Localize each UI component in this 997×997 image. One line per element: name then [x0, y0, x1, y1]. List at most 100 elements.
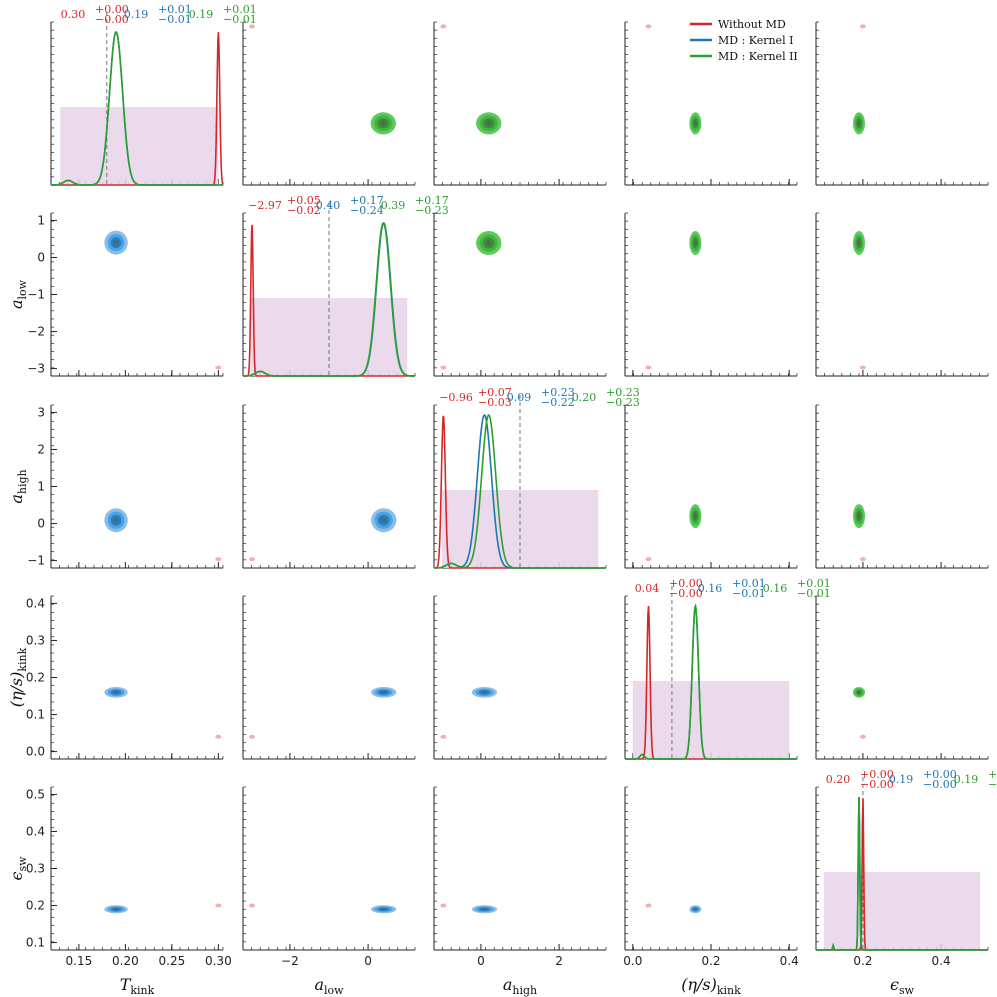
panel-eta_s_kink-a_high — [433, 595, 607, 760]
x-axis-label-a_high: ahigh — [503, 975, 537, 997]
prior-band — [823, 872, 981, 950]
contour-without-md — [248, 557, 255, 562]
legend-entry: Without MD — [718, 18, 786, 31]
contour-without-md — [440, 903, 447, 908]
panel-T_kink-T_kink: 0.30 +0.00−0.000.19 +0.01−0.010.19 +0.01−0.… — [50, 3, 257, 186]
panel-a_low-a_high — [433, 212, 607, 377]
contour-without-md — [645, 557, 652, 562]
y-tick-label: 1 — [37, 480, 45, 494]
diag-stat-1: 0.19 — [889, 773, 914, 786]
diag-stat-sub: −0.01 — [732, 587, 766, 600]
panel-T_kink-eps_sw — [815, 21, 989, 186]
contour-level-3 — [693, 513, 697, 520]
diag-stat-1: 0.09 — [507, 391, 532, 404]
contour-without-md — [645, 903, 652, 908]
contour-level-3 — [380, 908, 387, 911]
diag-stat-sup: +0.23 — [541, 386, 575, 399]
x-tick-label: 0.25 — [159, 954, 186, 968]
x-tick-label: 0.2 — [701, 954, 720, 968]
posterior-1d-mdkernelii — [50, 31, 223, 186]
contour-level-3 — [113, 908, 120, 911]
contour-level-3 — [857, 690, 861, 694]
legend: Without MD MD : Kernel I MD : Kernel II — [690, 18, 798, 63]
y-tick-label: 0.1 — [26, 708, 45, 722]
diag-stat-2: 0.19 — [954, 773, 979, 786]
contour-level-3 — [113, 517, 120, 524]
prior-band — [632, 681, 790, 759]
diag-stat-2: 0.19 — [189, 8, 214, 21]
y-tick-label: 0.2 — [26, 671, 45, 685]
panel-a_low-T_kink: 1 0 −1 −2 −3 — [27, 212, 224, 377]
diag-stat-sup: +0.01 — [158, 3, 192, 16]
contour-without-md — [859, 557, 866, 562]
contour-level-3 — [485, 240, 492, 247]
legend-entry: MD : Kernel II — [718, 50, 798, 63]
panel-eps_sw-eps_sw: 0.20.40.20+0.00−0.000.19+0.00−0.000.19+0… — [815, 768, 997, 968]
diag-stat-sup: +0.01 — [732, 577, 766, 590]
panel-eps_sw-T_kink: 0.15 0.20 0.25 0.30 0.5 0.4 0.3 0.2 0.1 — [26, 786, 232, 968]
diag-stat-sub: −0.23 — [606, 396, 640, 409]
diag-stat-sup: +0.01 — [797, 577, 831, 590]
diag-stat-0: −0.96 — [439, 391, 473, 404]
contour-level-3 — [857, 120, 861, 127]
x-axis-label-sub: kink — [717, 984, 741, 997]
y-tick-label: 0 — [37, 250, 45, 264]
diag-stat-sub: −0.01 — [158, 13, 192, 26]
x-tick-label: 0.4 — [780, 954, 799, 968]
y-tick-label: 0.1 — [26, 936, 45, 950]
diag-stat-sup: +0.00 — [95, 3, 129, 16]
diag-stat-1: 0.19 — [124, 8, 149, 21]
x-tick-label: 0 — [477, 954, 485, 968]
legend-entry: MD : Kernel I — [718, 34, 793, 47]
contour-level-3 — [693, 120, 697, 127]
panel-a_high-T_kink: 3 2 1 0 −1 — [27, 404, 224, 569]
contour-level-3 — [481, 908, 488, 911]
diag-stat-0: −2.97 — [248, 199, 282, 212]
panel-a_low-a_low: −2.97 +0.05−0.020.40 +0.17−0.240.39 +0.17−0… — [242, 194, 449, 377]
y-tick-label: 0.4 — [26, 824, 45, 838]
panel-eta_s_kink-eps_sw — [815, 595, 989, 760]
diag-stat-sub: −0.02 — [287, 204, 321, 217]
contour-without-md — [440, 734, 447, 739]
diag-stat-sub: −0.23 — [415, 204, 449, 217]
x-tick-label: 0.15 — [66, 954, 93, 968]
y-tick-label: −3 — [27, 362, 45, 376]
panel-a_high-a_low — [242, 404, 416, 569]
x-axis-label-sub: kink — [130, 984, 154, 997]
x-tick-label: 0.20 — [112, 954, 139, 968]
contour-without-md — [859, 24, 866, 29]
contour-level-3 — [693, 240, 697, 247]
diag-stat-2: 0.16 — [763, 582, 788, 595]
y-tick-label: 0.5 — [26, 787, 45, 801]
y-tick-label: 1 — [37, 213, 45, 227]
x-tick-label: 0.4 — [932, 954, 951, 968]
y-tick-label: 0.0 — [26, 745, 45, 759]
x-tick-label: 0.2 — [853, 954, 872, 968]
prior-band — [60, 107, 219, 185]
diag-stat-2: 0.20 — [572, 391, 597, 404]
y-tick-label: −2 — [27, 325, 45, 339]
contour-without-md — [859, 734, 866, 739]
diag-stat-sub: −0.24 — [350, 204, 384, 217]
contour-without-md — [215, 365, 222, 370]
diag-stat-sub: −0.00 — [95, 13, 129, 26]
diag-stat-sub: −0.01 — [797, 587, 831, 600]
diag-stat-0: 0.04 — [635, 582, 660, 595]
diag-stat-sub: −0.00 — [860, 778, 894, 791]
y-axis-label-a_low: alow — [7, 279, 29, 309]
diag-stat-1: 0.40 — [316, 199, 341, 212]
panel-a_low-eta_s_kink — [624, 212, 798, 377]
panel-eta_s_kink-eta_s_kink: 0.04 +0.00−0.000.16 +0.01−0.010.16 +0.01−0.… — [624, 577, 831, 760]
panel-a_low-eps_sw — [815, 212, 989, 377]
diag-stat-0: 0.20 — [826, 773, 851, 786]
x-axis-label-sub: sw — [899, 984, 915, 997]
x-axis-label-T_kink: Tkink — [120, 975, 155, 997]
x-tick-label: 0.30 — [205, 954, 232, 968]
diag-stat-sub: −0.01 — [223, 13, 257, 26]
panel-eta_s_kink-T_kink: 0.4 0.3 0.2 0.1 0.0 — [26, 595, 224, 760]
diag-stat-1: 0.16 — [698, 582, 723, 595]
contour-level-3 — [857, 240, 861, 247]
contour-without-md — [248, 734, 255, 739]
panel-a_high-eta_s_kink — [624, 404, 798, 569]
